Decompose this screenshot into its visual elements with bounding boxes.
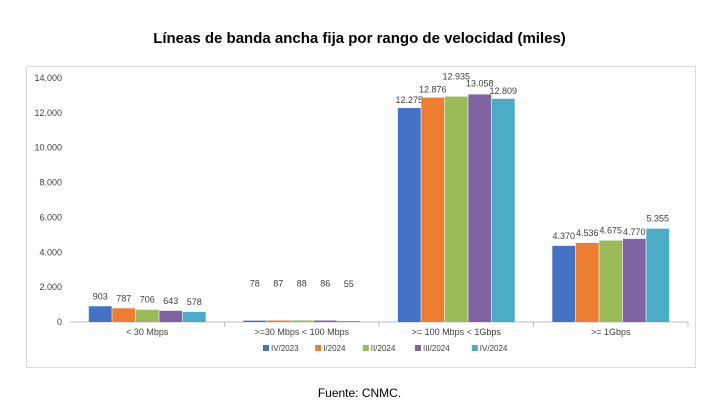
data-label: 4.770 [623, 227, 646, 237]
legend-label: II/2024 [371, 344, 396, 353]
data-label: 55 [344, 279, 354, 289]
data-label: 706 [140, 295, 155, 305]
legend-swatch [415, 345, 421, 351]
bar-iv-2024 [337, 321, 361, 322]
data-label: 88 [297, 278, 307, 288]
legend-label: IV/2023 [271, 344, 299, 353]
category-label: >= 1Gbps [591, 327, 631, 337]
bar-iv-2024 [491, 98, 515, 322]
bar-iv-2023 [397, 108, 421, 322]
bar-iii-2024 [468, 94, 492, 322]
bar-iii-2024 [313, 320, 337, 322]
y-tick-label: 8.000 [39, 178, 62, 188]
data-label: 787 [116, 293, 131, 303]
bar-iv-2024 [182, 311, 206, 322]
data-label: 86 [320, 279, 330, 289]
chart-title: Líneas de banda ancha fija por rango de … [153, 30, 566, 47]
data-label: 13.058 [466, 78, 494, 88]
bar-ii-2024 [444, 96, 468, 322]
bar-ii-2024 [290, 320, 314, 322]
data-label: 578 [187, 297, 202, 307]
data-label: 12.809 [489, 86, 517, 96]
bar-iv-2024 [646, 228, 670, 322]
data-label: 12.876 [419, 85, 447, 95]
bar-i-2024 [575, 242, 599, 322]
bar-ii-2024 [599, 240, 623, 322]
bar-i-2024 [421, 97, 445, 322]
data-label: 903 [93, 291, 108, 301]
data-label: 78 [250, 279, 260, 289]
bar-iv-2023 [243, 320, 267, 322]
legend-label: III/2024 [423, 344, 450, 353]
data-label: 12.935 [442, 72, 470, 82]
y-tick-label: 14.000 [34, 73, 62, 83]
bar-i-2024 [266, 320, 290, 322]
data-label: 4.675 [599, 226, 622, 236]
bar-iii-2024 [622, 238, 646, 322]
category-label: >= 100 Mbps < 1Gbps [412, 327, 502, 337]
y-tick-label: 6.000 [39, 212, 62, 222]
data-label: 643 [163, 296, 178, 306]
category-label: >=30 Mbps < 100 Mbps [254, 327, 349, 337]
y-tick-label: 2.000 [39, 282, 62, 292]
legend-label: I/2024 [323, 344, 346, 353]
legend-label: IV/2024 [480, 344, 508, 353]
legend-swatch [315, 345, 322, 351]
bar-iv-2023 [552, 245, 576, 322]
category-label: < 30 Mbps [126, 327, 169, 337]
legend-swatch [471, 345, 478, 351]
data-label: 87 [273, 278, 283, 288]
data-label: 5.355 [646, 214, 669, 224]
bar-ii-2024 [135, 309, 159, 322]
legend-swatch [263, 345, 269, 351]
y-tick-label: 10.000 [34, 143, 62, 153]
y-tick-label: 0 [57, 317, 62, 327]
data-label: 12.275 [395, 95, 423, 105]
legend-swatch [362, 345, 369, 351]
y-tick-label: 4.000 [39, 247, 62, 257]
data-label: 4.370 [552, 231, 575, 241]
bar-iii-2024 [159, 310, 183, 322]
bar-i-2024 [112, 308, 136, 322]
bar-iv-2023 [88, 306, 112, 322]
source-note: Fuente: CNMC. [317, 386, 402, 400]
data-label: 4.536 [576, 228, 599, 238]
y-tick-label: 12.000 [34, 108, 62, 118]
